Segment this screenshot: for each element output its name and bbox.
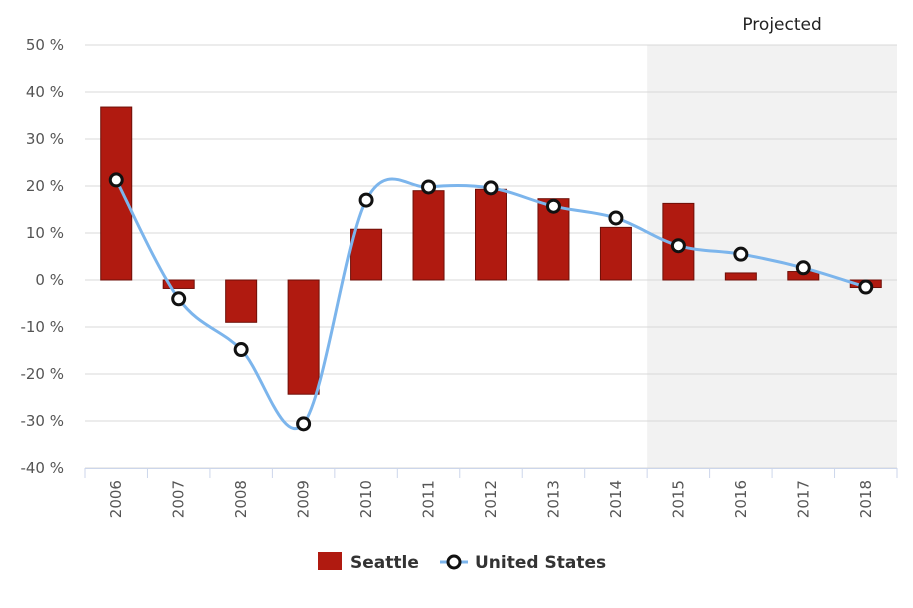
united-states-marker [545, 198, 561, 214]
seattle-bar [287, 279, 320, 395]
united-states-marker [233, 342, 249, 358]
united-states-marker [421, 179, 437, 195]
y-tick-label: 30 % [26, 130, 64, 148]
seattle-bar [162, 279, 195, 289]
x-tick-label: 2016 [732, 480, 750, 518]
united-states-marker [483, 180, 499, 196]
y-tick-label: -10 % [20, 318, 64, 336]
seattle-bar [599, 226, 632, 281]
x-tick-label: 2015 [669, 480, 687, 518]
united-states-marker [670, 238, 686, 254]
x-axis: 2006 2007 2008 2009 2010 2011 2012 2013 2014 2015… [84, 468, 898, 518]
seattle-bars [100, 106, 882, 395]
seattle-bar [100, 106, 133, 281]
seattle-bar [475, 188, 507, 281]
y-axis: 50 % 40 % 30 % 20 % 10 % 0 % -10 % -20 % -30 % -4… [20, 36, 64, 477]
y-tick-label: 40 % [26, 83, 64, 101]
projected-label: Projected [742, 15, 821, 35]
y-tick-label: -20 % [20, 365, 64, 383]
y-tick-label: 50 % [26, 36, 64, 54]
x-tick-label: 2017 [794, 480, 812, 518]
x-tick-label: 2011 [420, 480, 438, 518]
x-tick-label: 2010 [357, 480, 375, 518]
legend-seattle-label[interactable]: Seattle [350, 553, 419, 573]
united-states-marker [358, 192, 374, 208]
x-tick-label: 2013 [544, 480, 562, 518]
legend-united-states-label[interactable]: United States [475, 553, 606, 573]
y-tick-label: 0 % [35, 271, 64, 289]
united-states-marker [108, 172, 124, 188]
seattle-bar [225, 279, 258, 323]
legend-united-states-marker[interactable] [446, 554, 462, 570]
seattle-bar [412, 190, 445, 281]
x-tick-label: 2018 [857, 480, 875, 518]
x-tick-label: 2007 [170, 480, 188, 518]
x-tick-label: 2009 [295, 480, 313, 518]
united-states-marker [171, 291, 187, 307]
legend: Seattle United States [318, 552, 606, 573]
x-tick-label: 2008 [232, 480, 250, 518]
united-states-marker [858, 279, 874, 295]
x-tick-label: 2012 [482, 480, 500, 518]
x-tick-label: 2006 [107, 480, 125, 518]
united-states-marker [608, 210, 624, 226]
y-tick-label: 20 % [26, 177, 64, 195]
united-states-marker [296, 416, 312, 432]
united-states-markers [108, 172, 874, 432]
seattle-bar [350, 228, 383, 281]
y-tick-label: -30 % [20, 412, 64, 430]
united-states-marker [795, 260, 811, 276]
seattle-bar [724, 272, 757, 281]
x-tick-label: 2014 [607, 480, 625, 518]
legend-seattle-swatch[interactable] [318, 552, 342, 570]
y-tick-label: 10 % [26, 224, 64, 242]
united-states-marker [733, 246, 749, 262]
y-tick-label: -40 % [20, 459, 64, 477]
